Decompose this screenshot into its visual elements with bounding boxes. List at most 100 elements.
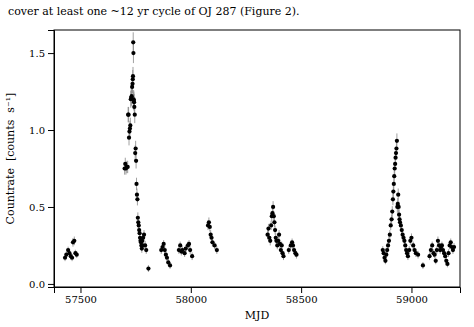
tick: 59000 bbox=[396, 287, 428, 305]
tick-label: 1.0 bbox=[29, 125, 45, 136]
point bbox=[427, 254, 431, 258]
point bbox=[132, 100, 136, 104]
point bbox=[75, 253, 79, 257]
y-axis: 0.00.51.01.5 bbox=[29, 31, 54, 290]
point bbox=[389, 223, 393, 227]
tick-mark bbox=[48, 207, 54, 208]
point bbox=[386, 243, 390, 247]
point bbox=[393, 156, 397, 160]
point bbox=[416, 253, 420, 257]
point bbox=[134, 182, 138, 186]
point bbox=[143, 243, 147, 247]
tick: 1.0 bbox=[29, 125, 54, 136]
point bbox=[132, 105, 136, 109]
tick-mark bbox=[80, 287, 81, 293]
tick-mark bbox=[301, 287, 302, 293]
point bbox=[391, 197, 395, 201]
point bbox=[138, 231, 142, 235]
point bbox=[403, 243, 407, 247]
point bbox=[207, 220, 211, 224]
points bbox=[63, 40, 456, 270]
x-axis-title: MJD bbox=[245, 309, 270, 322]
tick-mark bbox=[411, 287, 412, 293]
tick: 57500 bbox=[65, 287, 97, 305]
tick-mark bbox=[48, 53, 54, 54]
point bbox=[392, 174, 396, 178]
point bbox=[126, 165, 130, 169]
point bbox=[443, 254, 447, 258]
point bbox=[190, 254, 194, 258]
point bbox=[449, 240, 453, 244]
tick: 1.5 bbox=[29, 48, 54, 59]
data-marks bbox=[63, 32, 456, 272]
point bbox=[125, 165, 129, 169]
point bbox=[187, 242, 191, 246]
point bbox=[126, 113, 130, 117]
point bbox=[131, 51, 135, 55]
point bbox=[168, 263, 172, 267]
point bbox=[142, 233, 146, 237]
point bbox=[291, 243, 295, 247]
point bbox=[281, 254, 285, 258]
x-axis: 57500 58000 58500 59000 bbox=[55, 287, 461, 305]
tick-label: 57500 bbox=[65, 294, 97, 305]
point bbox=[127, 136, 131, 140]
point bbox=[208, 225, 212, 229]
point bbox=[430, 243, 434, 247]
point bbox=[136, 216, 140, 220]
point bbox=[394, 151, 398, 155]
point bbox=[399, 223, 403, 227]
point bbox=[134, 146, 138, 150]
point bbox=[400, 228, 404, 232]
point bbox=[130, 82, 134, 86]
point bbox=[268, 239, 272, 243]
point bbox=[183, 251, 187, 255]
point bbox=[209, 236, 213, 240]
point bbox=[395, 139, 399, 143]
point bbox=[388, 233, 392, 237]
point bbox=[411, 243, 415, 247]
point bbox=[133, 151, 137, 155]
point bbox=[409, 236, 413, 240]
point bbox=[434, 259, 438, 263]
point bbox=[391, 189, 395, 193]
point bbox=[387, 239, 391, 243]
tick-mark bbox=[191, 287, 192, 293]
point bbox=[137, 223, 141, 227]
point bbox=[269, 223, 273, 227]
point bbox=[440, 243, 444, 247]
tick-label: 0.0 bbox=[29, 279, 45, 290]
point bbox=[131, 40, 135, 44]
point bbox=[436, 239, 440, 243]
tick-mark bbox=[48, 284, 54, 285]
point bbox=[277, 233, 281, 237]
point bbox=[134, 159, 138, 163]
point bbox=[385, 248, 389, 252]
point bbox=[452, 245, 456, 249]
tick-label: 1.5 bbox=[29, 48, 45, 59]
point bbox=[213, 243, 217, 247]
point bbox=[383, 259, 387, 263]
point bbox=[393, 162, 397, 166]
tick-label: 58500 bbox=[286, 294, 318, 305]
point bbox=[135, 197, 139, 201]
point bbox=[126, 113, 130, 117]
point bbox=[421, 263, 425, 267]
point bbox=[445, 262, 449, 266]
point bbox=[272, 220, 276, 224]
tick-label: 58000 bbox=[175, 294, 207, 305]
chart: cover at least one ~12 yr cycle of OJ 28… bbox=[0, 0, 474, 327]
tick-mark bbox=[48, 130, 54, 131]
point bbox=[144, 248, 148, 252]
point bbox=[397, 205, 401, 209]
y-axis-title: Countrate [counts s⁻¹] bbox=[4, 93, 17, 225]
error-bars bbox=[65, 32, 454, 272]
point bbox=[390, 209, 394, 213]
point bbox=[188, 248, 192, 252]
point bbox=[271, 205, 275, 209]
point bbox=[287, 248, 291, 252]
point bbox=[394, 146, 398, 150]
point bbox=[131, 74, 135, 78]
axis-line bbox=[55, 288, 461, 294]
axis-line bbox=[48, 31, 55, 288]
